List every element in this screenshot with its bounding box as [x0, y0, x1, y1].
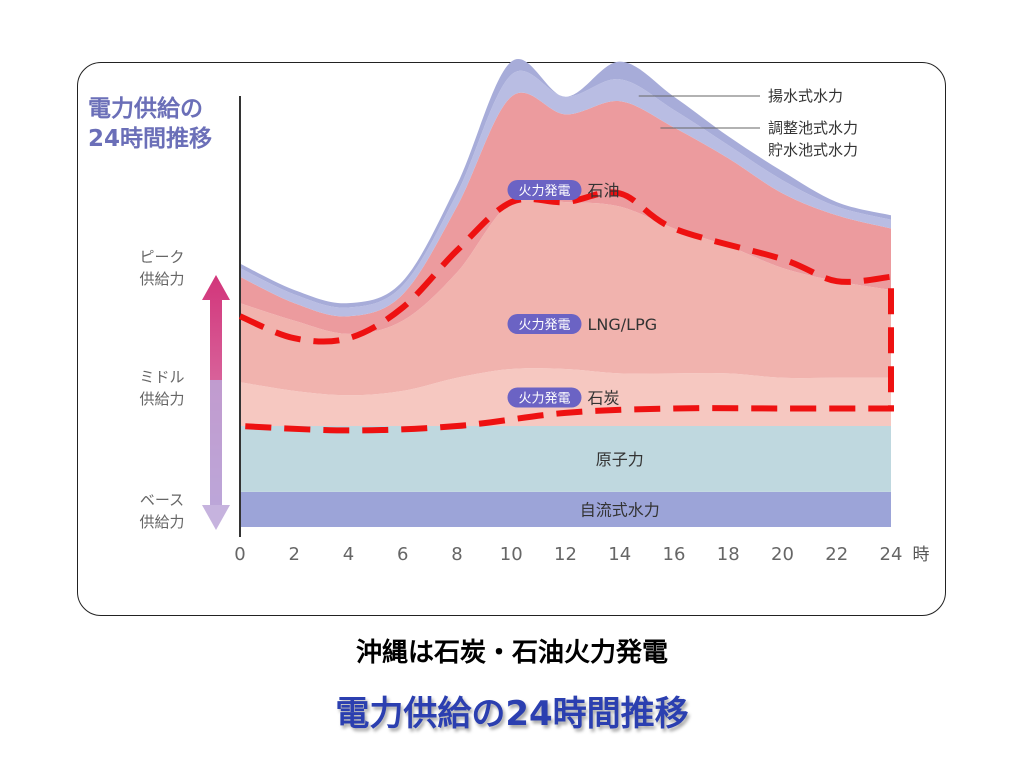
badge-text: 火力発電: [518, 184, 570, 199]
series-label: 揚水式水力: [768, 87, 843, 105]
slide-caption: 沖縄は石炭・石油火力発電: [355, 638, 668, 668]
series-label: 石炭: [588, 388, 620, 407]
series-label: 貯水池式水力: [768, 141, 858, 159]
badge-pill: [507, 180, 582, 200]
badge-pill: [507, 314, 582, 334]
supply-level-middle: ミドル: [139, 368, 184, 386]
chart-title: 電力供給の: [88, 95, 203, 122]
badge-text: 火力発電: [518, 318, 570, 333]
series-label: 原子力: [596, 450, 644, 469]
x-tick-label: 12: [554, 544, 577, 565]
series-label: LNG/LPG: [588, 315, 658, 334]
badge-pill: [507, 387, 582, 408]
slide-title: 電力供給の24時間推移: [335, 694, 689, 734]
supply-level-middle: 供給力: [139, 390, 184, 408]
x-tick-label: 8: [451, 544, 462, 565]
x-tick-label: 6: [397, 544, 408, 565]
badge-text: 火力発電: [518, 391, 570, 406]
x-tick-label: 0: [234, 544, 245, 565]
x-tick-label: 18: [717, 544, 740, 565]
area-series-0: [240, 491, 891, 527]
x-tick-label: 24: [880, 544, 903, 565]
base-supply-arrow: [202, 380, 230, 530]
x-tick-label: 10: [500, 544, 523, 565]
supply-level-base: 供給力: [139, 513, 184, 531]
x-tick-label: 20: [771, 544, 794, 565]
x-axis-unit: 時: [913, 545, 930, 565]
chart-title: 24時間推移: [88, 126, 212, 152]
x-tick-label: 4: [343, 544, 354, 565]
area-series-1: [240, 426, 891, 492]
x-tick-label: 14: [608, 544, 631, 565]
supply-level-peak: ピーク: [139, 248, 184, 266]
x-tick-label: 22: [825, 544, 848, 565]
x-tick-label: 2: [289, 544, 300, 565]
supply-level-peak: 供給力: [139, 270, 184, 288]
x-tick-label: 16: [663, 544, 686, 565]
series-label: 調整池式水力: [768, 119, 858, 137]
series-label: 自流式水力: [580, 500, 660, 519]
area-series-4: [240, 92, 891, 334]
series-label: 石油: [588, 181, 620, 200]
supply-level-base: ベース: [140, 491, 184, 509]
